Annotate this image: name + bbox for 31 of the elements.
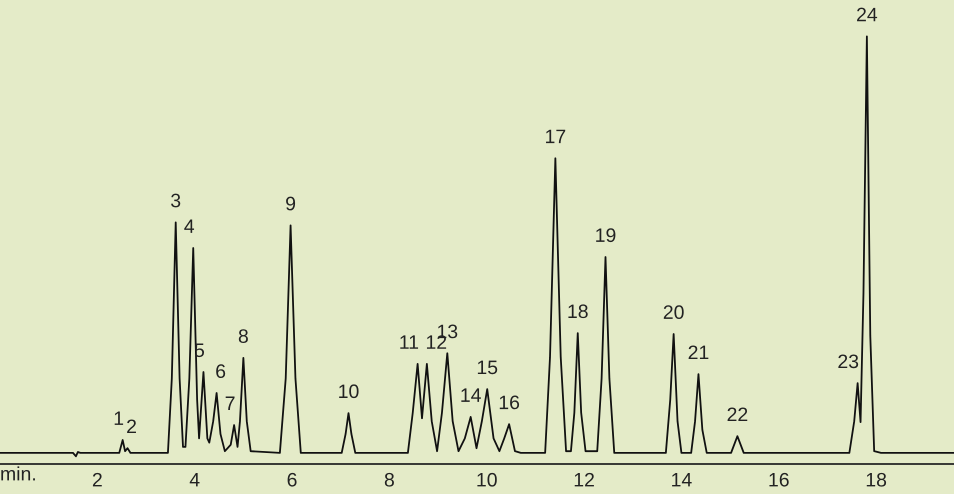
annotation: 18	[568, 304, 588, 318]
annotation: 14	[461, 388, 481, 402]
x-tick-label: 14	[672, 473, 692, 486]
annotation: 3	[171, 194, 180, 208]
annotation: 20	[664, 305, 684, 320]
annotation: 1	[114, 412, 124, 425]
x-tick-label: 2	[92, 472, 102, 486]
annotation: 16	[500, 396, 520, 410]
x-tick-label: 16	[769, 472, 789, 487]
x-axis-title: min.	[1, 466, 35, 480]
x-tick-label: 18	[866, 472, 886, 487]
x-tick-label: 12	[574, 472, 594, 486]
annotation: 9	[286, 196, 296, 210]
x-tick-label: 4	[190, 473, 200, 486]
x-tick-label: 10	[477, 472, 497, 487]
annotation: 24	[857, 8, 878, 22]
annotation: 15	[478, 360, 498, 374]
annotation: 10	[339, 384, 359, 398]
annotation: 19	[596, 228, 616, 242]
annotation: 8	[238, 329, 248, 343]
annotation: 2	[127, 419, 136, 434]
annotation: 6	[216, 364, 226, 378]
annotation: 22	[728, 407, 748, 422]
annotation: 17	[546, 130, 566, 144]
x-tick-label: 6	[288, 472, 297, 487]
annotation: 23	[838, 354, 858, 368]
annotation: 21	[688, 345, 708, 360]
annotation: 4	[184, 220, 194, 233]
annotation: 11	[400, 335, 418, 349]
annotation: 7	[226, 396, 235, 410]
x-tick-label: 8	[384, 472, 394, 487]
